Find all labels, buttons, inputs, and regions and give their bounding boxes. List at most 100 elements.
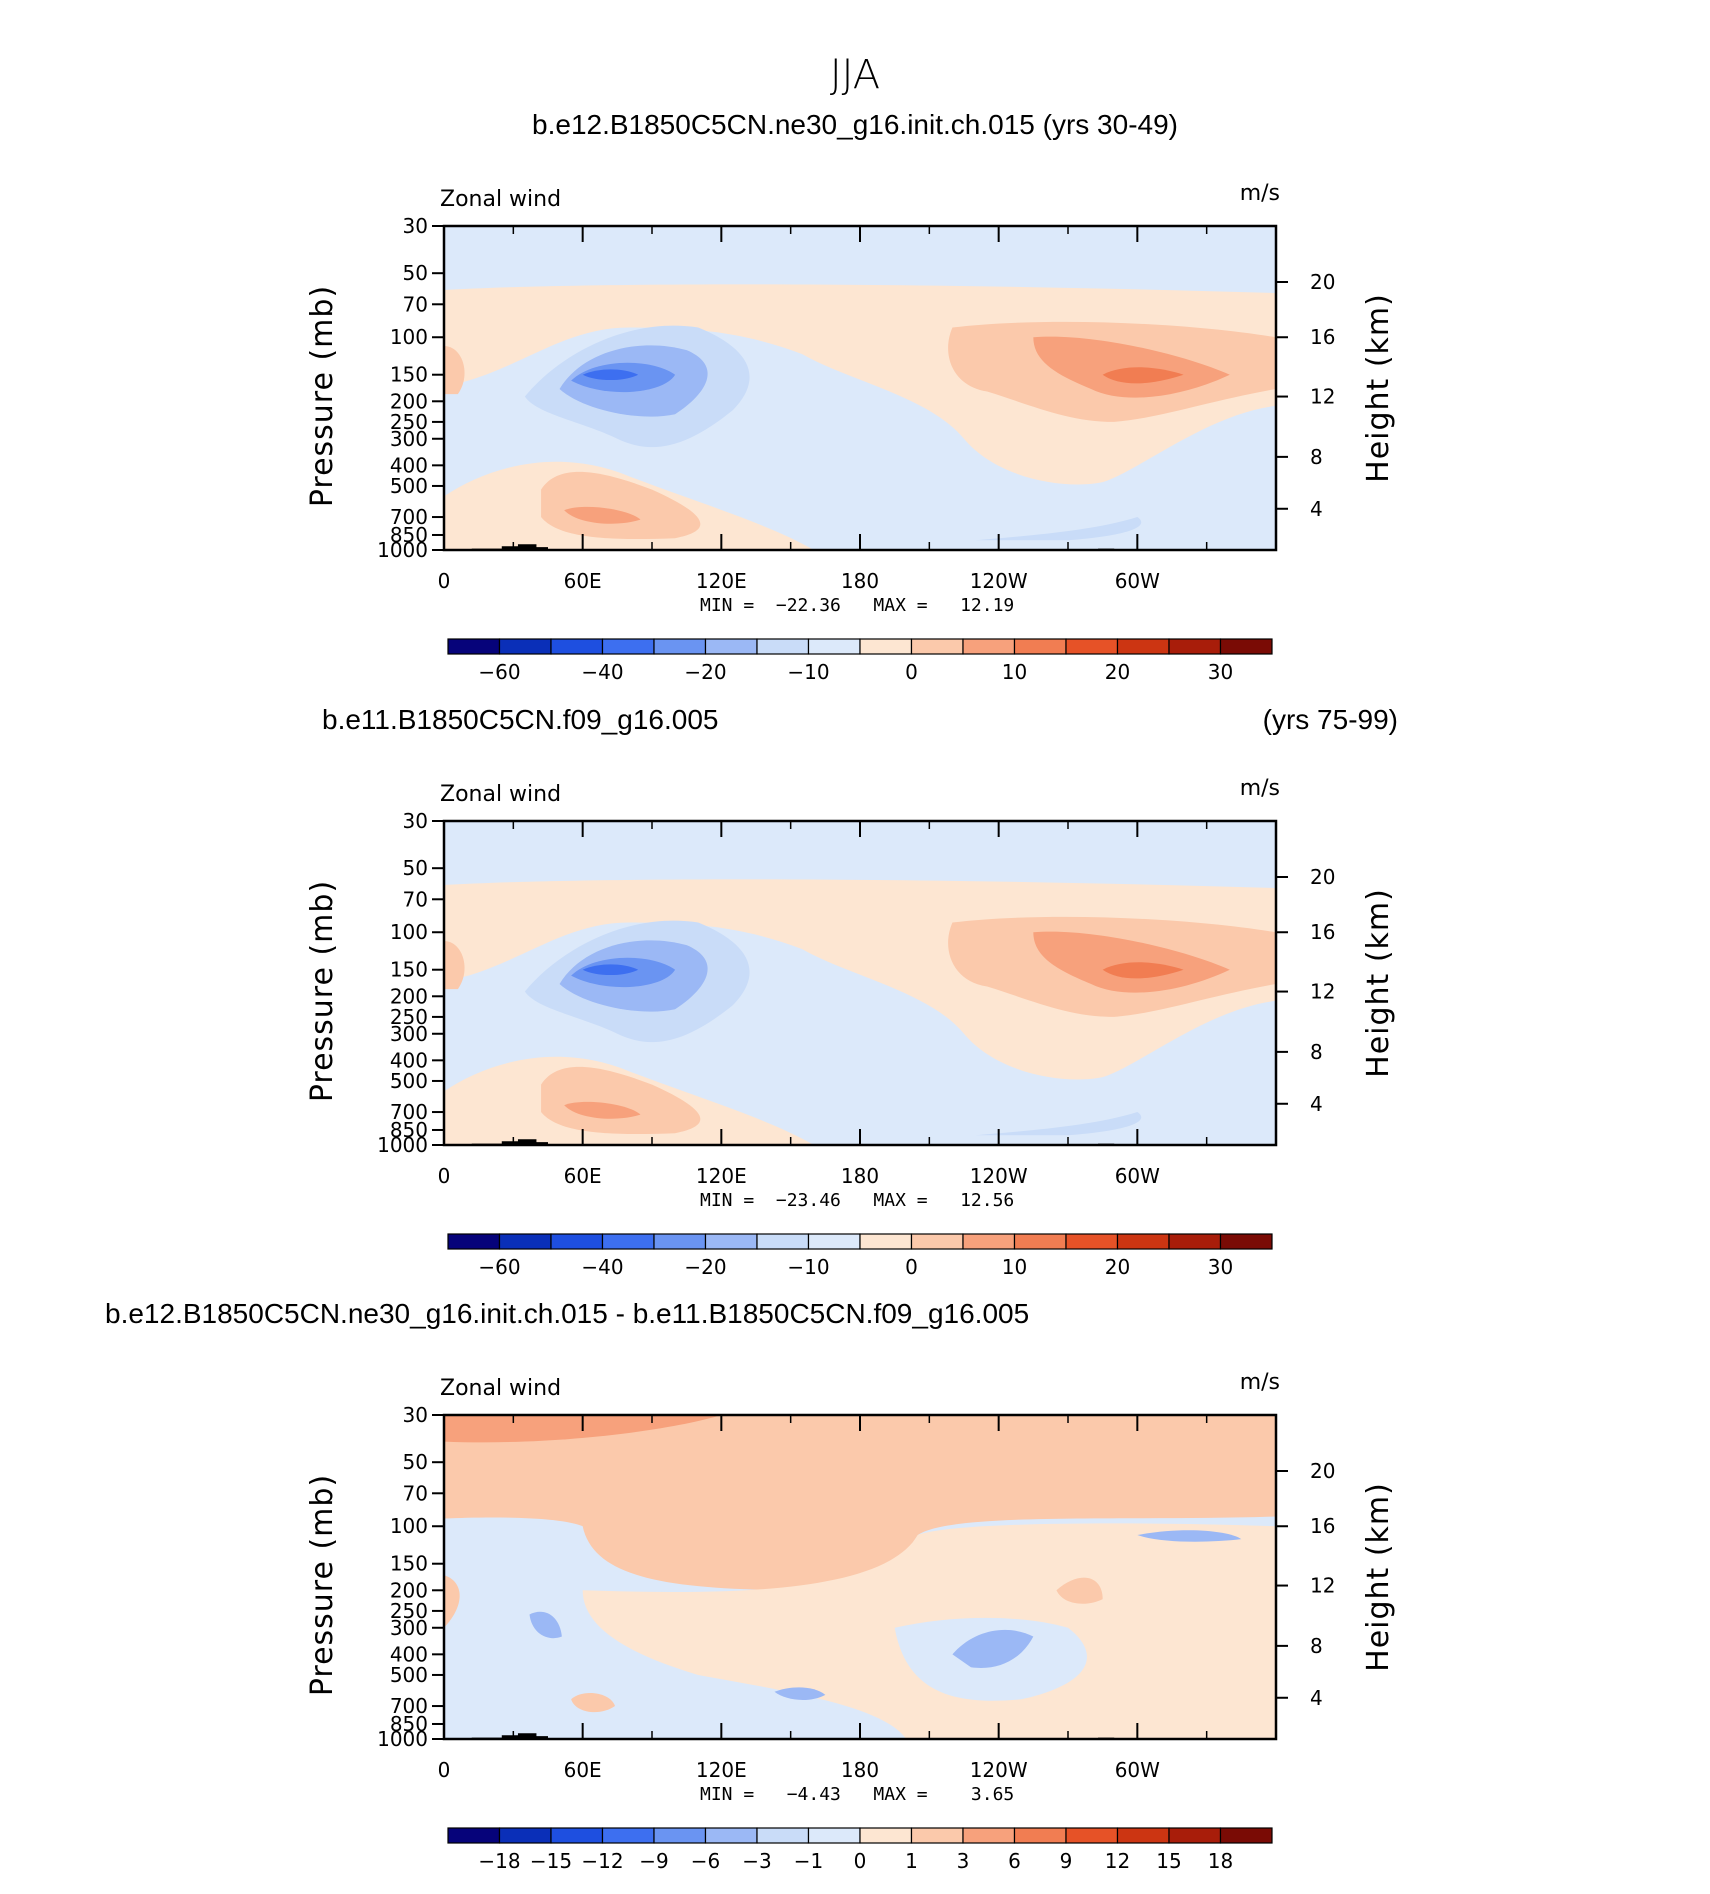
colorbar-swatch (1219, 1827, 1273, 1844)
colorbar-swatch (807, 638, 861, 655)
contour-region (444, 1575, 460, 1628)
pressure-tick-label: 30 (403, 809, 428, 833)
contour-region (571, 1692, 616, 1713)
lon-tick-label: 180 (841, 1164, 879, 1188)
colorbar-swatch (807, 1233, 861, 1250)
colorbar-label: 6 (1008, 1849, 1021, 1873)
pressure-tick-label: 250 (390, 1005, 428, 1029)
colorbar-label: 12 (1105, 1849, 1130, 1873)
colorbar-label: 1 (905, 1849, 918, 1873)
units-label: m/s (1240, 181, 1280, 206)
lon-tick-label: 120W (970, 1758, 1028, 1782)
lon-tick-label: 120W (970, 1164, 1028, 1188)
pressure-tick-label: 50 (403, 856, 428, 880)
colorbar-label: 3 (957, 1849, 970, 1873)
colorbar-label: −40 (581, 660, 623, 684)
pressure-tick-label: 500 (390, 1663, 428, 1687)
colorbar-label: −10 (787, 1255, 829, 1279)
chart-panel-1: b.e12.B1850C5CN.ne30_g16.init.ch.015 (yr… (305, 109, 1396, 684)
colorbar-swatch (859, 1233, 913, 1250)
colorbar-swatch (1013, 1827, 1067, 1844)
colorbar-swatch (1168, 1233, 1222, 1250)
colorbar-label: −20 (684, 1255, 726, 1279)
contour-region (1056, 1577, 1103, 1604)
contour-field (444, 821, 1276, 1145)
height-tick-label: 4 (1310, 1092, 1323, 1116)
contour-region (975, 517, 1142, 541)
colorbar-label: −10 (787, 660, 829, 684)
min-max-readout: MIN = −23.46 MAX = 12.56 (700, 1190, 1014, 1211)
contour-region (529, 1611, 562, 1639)
pressure-tick-label: 700 (390, 505, 428, 529)
lon-tick-label: 0 (438, 569, 451, 593)
colorbar-label: −15 (530, 1849, 572, 1873)
colorbar-label: 0 (905, 660, 918, 684)
chart-panel-2: b.e11.B1850C5CN.f09_g16.005 (yrs 75-99) Zo… (305, 704, 1398, 1279)
height-tick-label: 8 (1310, 445, 1323, 469)
lon-tick-label: 180 (841, 569, 879, 593)
y-axis-label-right: Height (km) (1361, 1482, 1396, 1672)
colorbar-label: 30 (1208, 1255, 1233, 1279)
colorbar-swatch (601, 638, 655, 655)
colorbar: −60 −40 −20 −10 0 10 20 30 (447, 1233, 1273, 1279)
pressure-tick-label: 100 (390, 920, 428, 944)
colorbar-swatch (704, 1233, 758, 1250)
colorbar-label: 18 (1208, 1849, 1233, 1873)
colorbar: −60 −40 −20 −10 0 10 20 30 (447, 638, 1273, 684)
colorbar-swatch (910, 1827, 964, 1844)
contour-field (444, 1415, 1276, 1739)
pressure-tick-label: 200 (390, 1578, 428, 1602)
colorbar-swatch (653, 1233, 707, 1250)
colorbar-swatch (1065, 638, 1119, 655)
colorbar-label: −40 (581, 1255, 623, 1279)
pressure-tick-label: 500 (390, 474, 428, 498)
units-label: m/s (1240, 776, 1280, 801)
min-max-readout: MIN = −22.36 MAX = 12.19 (700, 595, 1014, 616)
contour-region (564, 1101, 641, 1119)
pressure-tick-label: 1000 (377, 1727, 428, 1751)
pressure-tick-label: 400 (390, 1642, 428, 1666)
pressure-tick-label: 250 (390, 1599, 428, 1623)
pressure-tick-label: 400 (390, 453, 428, 477)
colorbar-swatch (1116, 1827, 1170, 1844)
lon-tick-label: 120E (696, 569, 747, 593)
contour-region (1033, 931, 1230, 993)
height-tick-label: 20 (1310, 270, 1335, 294)
colorbar-swatch (601, 1233, 655, 1250)
panels: b.e12.B1850C5CN.ne30_g16.init.ch.015 (yr… (105, 109, 1398, 1873)
colorbar-swatch (859, 638, 913, 655)
colorbar-swatch (962, 638, 1016, 655)
lon-tick-label: 60E (564, 1164, 602, 1188)
colorbar-swatch (910, 1233, 964, 1250)
y-axis-label: Pressure (mb) (305, 880, 340, 1102)
colorbar-label: −60 (478, 1255, 520, 1279)
contour-region (1137, 1530, 1242, 1542)
pressure-tick-label: 400 (390, 1048, 428, 1072)
min-max-readout: MIN = −4.43 MAX = 3.65 (700, 1784, 1014, 1805)
lon-tick-label: 180 (841, 1758, 879, 1782)
height-tick-label: 12 (1310, 980, 1335, 1004)
pressure-tick-label: 300 (390, 427, 428, 451)
lon-tick-label: 120E (696, 1164, 747, 1188)
pressure-tick-label: 200 (390, 984, 428, 1008)
colorbar-swatch (601, 1827, 655, 1844)
contour-region (582, 964, 639, 976)
lon-tick-label: 60E (564, 569, 602, 593)
pressure-tick-label: 1000 (377, 538, 428, 562)
contour-region (1033, 336, 1230, 398)
colorbar-swatch (1065, 1827, 1119, 1844)
colorbar-swatch (1116, 638, 1170, 655)
pressure-tick-label: 850 (390, 1712, 428, 1736)
colorbar-swatch (962, 1827, 1016, 1844)
lon-tick-label: 60W (1115, 1164, 1160, 1188)
height-tick-label: 8 (1310, 1634, 1323, 1658)
pressure-tick-label: 850 (390, 1118, 428, 1142)
contour-region (564, 506, 641, 524)
pressure-tick-label: 700 (390, 1100, 428, 1124)
y-axis-label-right: Height (km) (1361, 293, 1396, 483)
panel-title: b.e12.B1850C5CN.ne30_g16.init.ch.015 - b… (105, 1298, 1029, 1329)
y-axis-label-right: Height (km) (1361, 888, 1396, 1078)
colorbar-swatch (447, 1233, 501, 1250)
lon-tick-label: 60W (1115, 1758, 1160, 1782)
pressure-tick-label: 70 (403, 1481, 428, 1505)
